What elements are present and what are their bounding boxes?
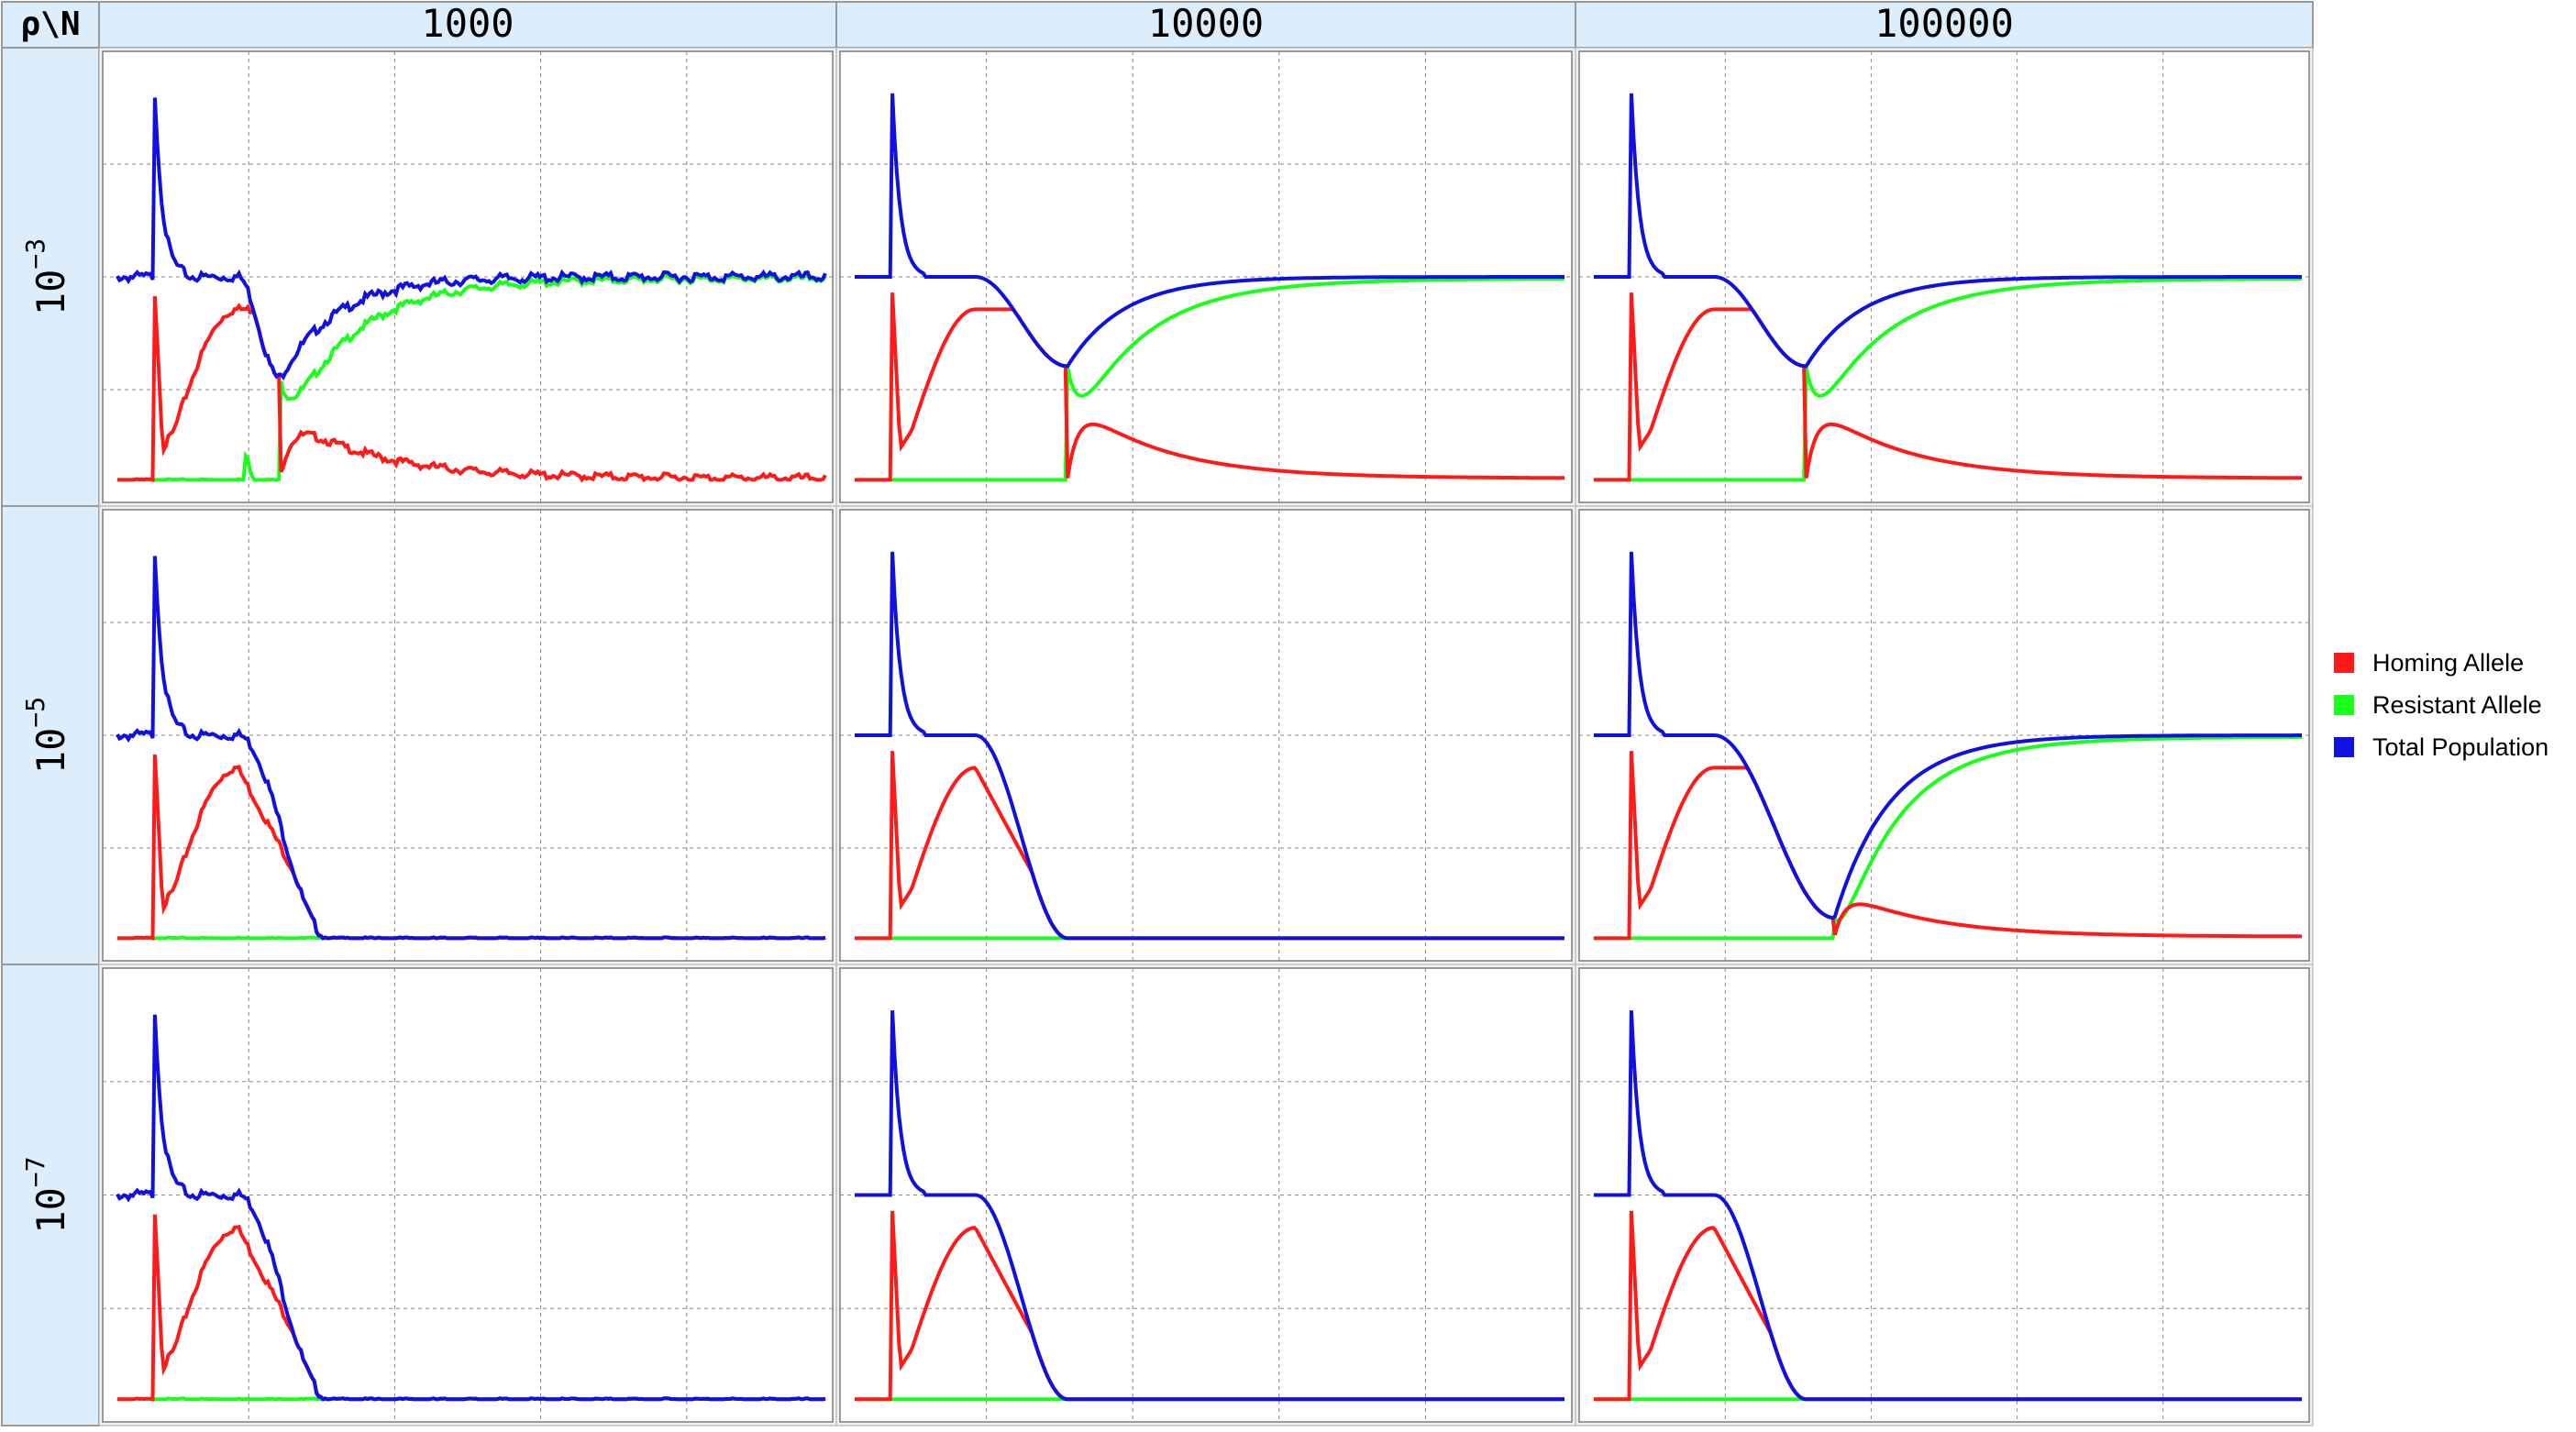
legend-label-total: Total Population [2372,733,2549,761]
panel-r2-c0-series-total [116,1014,826,1402]
panel-r0-c2-series-total [1593,93,2302,369]
panel-r0-c0-series-resistant [116,272,827,482]
legend-swatch-homing [2334,653,2354,673]
row-header-label: 10−7 [20,1156,73,1233]
panel-r1-c2-series-resistant [1593,735,2302,941]
legend-label-resistant: Resistant Allele [2372,690,2542,719]
legend-item-resistant: Resistant Allele [2334,684,2572,726]
panel-r1-c1-series-total [855,551,1564,941]
legend-label-homing: Homing Allele [2372,648,2525,677]
panel-r0-c1-series-total [855,93,1564,369]
legend-item-total: Total Population [2334,726,2572,768]
panel-r0-c1-series-resistant [855,277,1564,482]
column-header-100000: 100000 [1874,1,2014,46]
corner-label: ρ\N [20,6,80,43]
row-header-band [1,47,100,1426]
column-header-1000: 1000 [421,1,514,46]
column-header-10000: 10000 [1148,1,1264,46]
legend: Homing Allele Resistant Allele Total Pop… [2334,642,2572,768]
panel-r1-c0-series-total [116,556,826,941]
panel-r0-c0-series-total [116,97,827,381]
panel-r0-c2-series-homing [1593,292,2302,482]
row-header-label: 10−5 [20,697,73,774]
panel-r2-c1-series-total [855,1010,1564,1402]
legend-swatch-resistant [2334,695,2354,715]
panel-r0-c1-series-homing [855,292,1564,482]
legend-swatch-total [2334,737,2354,757]
header-band [1,1,2314,49]
panel-r1-c2-series-total [1593,551,2302,920]
legend-item-homing: Homing Allele [2334,642,2572,684]
row-header-label: 10−3 [20,238,73,315]
panel-r0-c2-series-resistant [1593,277,2302,482]
panel-r0-c0-series-homing [116,295,827,483]
panel-r2-c2-series-total [1593,1010,2302,1402]
panel-r1-c2-series-homing [1593,751,2302,941]
